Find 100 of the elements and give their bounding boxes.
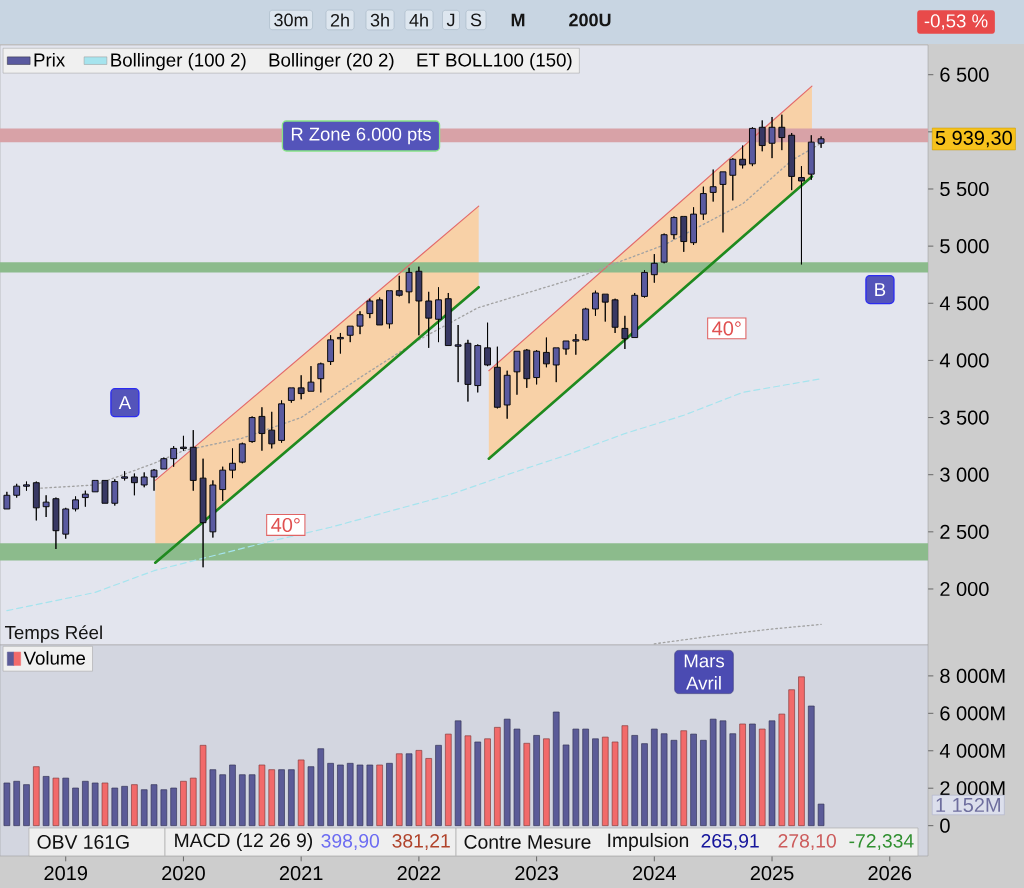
- bar: [768, 720, 776, 826]
- y-tick-label: 4 000: [939, 353, 989, 368]
- bar: [337, 764, 344, 826]
- candlestick: [798, 165, 805, 265]
- bar: [543, 738, 550, 826]
- y-tick-label: 2 000: [940, 581, 989, 597]
- annotation: A: [118, 396, 132, 410]
- bar: [42, 776, 50, 826]
- candlestick: [503, 370, 511, 420]
- y-tick-label: 5 000: [940, 239, 989, 254]
- candlestick: [72, 495, 79, 512]
- candlestick: [709, 169, 717, 203]
- candlestick: [405, 267, 413, 304]
- annotation: MACD (12 26 9): [175, 832, 313, 851]
- bar: [82, 780, 89, 826]
- bar: [229, 764, 236, 826]
- candlestick: [493, 346, 501, 409]
- candlestick: [62, 507, 70, 540]
- bar: [170, 787, 177, 826]
- annotation: Contre Mesure: [464, 835, 591, 849]
- bar: [729, 733, 737, 826]
- bar: [327, 762, 334, 826]
- bar: [160, 789, 168, 826]
- annotation: ET BOLL100 (150): [417, 52, 572, 71]
- candlestick: [317, 362, 325, 393]
- bar: [52, 777, 60, 826]
- bar: [239, 774, 246, 826]
- annotation: 381,21: [392, 833, 450, 850]
- bar: [33, 766, 40, 826]
- candlestick: [160, 457, 168, 470]
- y-tick-label: 4 000M: [939, 743, 1005, 758]
- candlestick: [523, 348, 531, 389]
- bar: [346, 762, 354, 826]
- candlestick: [287, 387, 295, 404]
- bar: [592, 738, 599, 826]
- bar: [62, 777, 70, 826]
- candlestick: [660, 233, 668, 264]
- legend-label: Bollinger (100 2): [111, 52, 246, 71]
- y-tick-label: 2 500: [940, 524, 989, 539]
- candlestick: [238, 442, 246, 464]
- candlestick: [336, 332, 344, 355]
- annotation: 40°: [271, 517, 300, 533]
- candlestick: [562, 340, 570, 356]
- text: S: [470, 13, 482, 27]
- bar: [415, 750, 423, 826]
- text: 30m: [274, 13, 308, 27]
- bar: [484, 738, 491, 826]
- bar: [798, 676, 805, 826]
- candlestick: [817, 135, 825, 149]
- candlestick: [592, 290, 599, 317]
- y-tick-label: 3 000: [940, 467, 989, 482]
- candlestick: [268, 411, 276, 449]
- candlestick: [552, 347, 560, 383]
- bar: [140, 789, 148, 826]
- candlestick: [533, 349, 541, 385]
- bar: [582, 728, 589, 826]
- candlestick: [23, 481, 30, 492]
- bar: [690, 733, 697, 826]
- bar: [425, 758, 432, 826]
- bar: [445, 733, 452, 826]
- text: J: [446, 13, 455, 27]
- candlestick: [81, 490, 89, 508]
- y-tick-label: 3 500: [940, 410, 989, 425]
- bar: [435, 745, 442, 826]
- candlestick: [513, 350, 521, 396]
- candlestick: [3, 491, 11, 510]
- bar: [189, 777, 197, 826]
- candlestick: [601, 293, 609, 323]
- candlestick: [807, 134, 815, 181]
- x-tick-label: 2025: [750, 866, 794, 881]
- candlestick: [121, 470, 128, 481]
- candlestick: [474, 343, 482, 393]
- text: M: [511, 13, 525, 27]
- candlestick: [543, 337, 550, 368]
- bar: [366, 764, 374, 826]
- text: -0,53 %: [924, 14, 988, 30]
- bar: [739, 723, 746, 826]
- candlestick: [297, 374, 305, 400]
- candlestick: [140, 471, 148, 488]
- x-tick-label: 2019: [44, 866, 88, 881]
- candlestick: [32, 481, 40, 521]
- bar: [376, 764, 383, 826]
- candlestick: [356, 310, 364, 335]
- candlestick: [699, 186, 707, 221]
- candlestick: [180, 435, 187, 452]
- candlestick: [189, 429, 197, 492]
- annotation: 40°: [712, 321, 741, 336]
- candlestick: [739, 145, 747, 169]
- bar: [621, 725, 629, 826]
- bar: [395, 753, 403, 826]
- bar: [248, 774, 256, 826]
- candlestick: [758, 119, 766, 152]
- annotation: -72,334: [849, 833, 914, 850]
- candlestick: [464, 339, 472, 403]
- candlestick: [749, 126, 756, 167]
- bar: [494, 727, 501, 826]
- annotation: Mars Avril: [684, 654, 725, 690]
- annotation: Impulsion: [608, 832, 689, 851]
- candlestick: [327, 334, 335, 366]
- text: 200U: [569, 13, 611, 27]
